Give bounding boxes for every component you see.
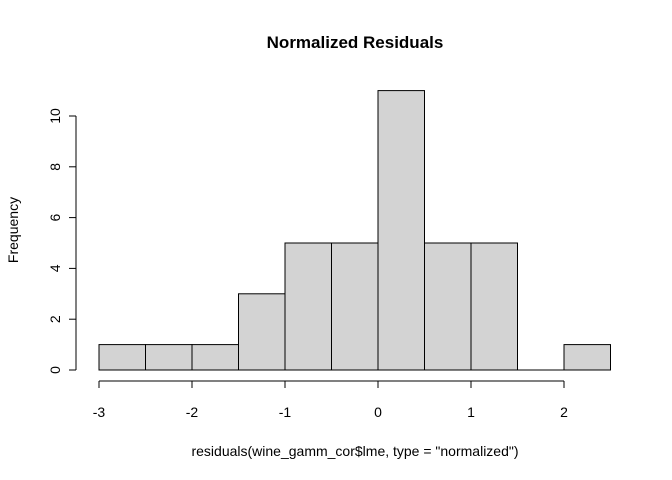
histogram-bar <box>424 242 472 371</box>
histogram-bar <box>98 344 146 371</box>
y-tick-label: 0 <box>47 366 63 374</box>
chart-title: Normalized Residuals <box>267 33 444 52</box>
y-axis-label: Frequency <box>5 197 21 263</box>
histogram-bar <box>191 344 239 371</box>
x-axis-label: residuals(wine_gamm_cor$lme, type = "nor… <box>191 443 518 459</box>
x-tick-label: 1 <box>467 404 475 420</box>
x-tick-label: -3 <box>93 404 106 420</box>
y-axis: 0 2 4 6 8 10 <box>47 108 77 374</box>
y-tick-label: 8 <box>47 163 63 171</box>
histogram-bar <box>470 242 518 371</box>
x-axis: -3 -2 -1 0 1 2 <box>93 380 568 420</box>
x-tick-label: -2 <box>186 404 199 420</box>
y-tick-label: 2 <box>47 315 63 323</box>
histogram-bar <box>238 293 286 371</box>
x-tick-label: -1 <box>279 404 292 420</box>
histogram-bar <box>284 242 332 371</box>
y-tick-label: 6 <box>47 213 63 221</box>
histogram-bar <box>563 344 611 371</box>
y-tick-label: 10 <box>47 108 63 124</box>
histogram-bar <box>377 90 425 371</box>
y-tick-label: 4 <box>47 264 63 272</box>
histogram-bar <box>331 242 379 371</box>
x-tick-label: 0 <box>374 404 382 420</box>
x-tick-label: 2 <box>560 404 568 420</box>
histogram-bar <box>145 344 193 371</box>
bars-group <box>98 90 611 371</box>
